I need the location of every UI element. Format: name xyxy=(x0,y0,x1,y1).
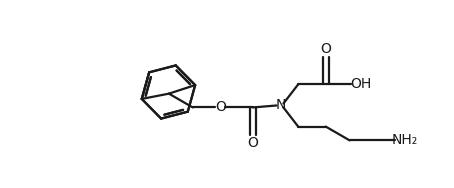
Text: N: N xyxy=(275,99,286,112)
Text: OH: OH xyxy=(350,77,372,91)
Text: NH₂: NH₂ xyxy=(392,133,418,147)
Text: O: O xyxy=(321,42,331,56)
Text: O: O xyxy=(247,136,258,150)
Text: O: O xyxy=(215,100,226,114)
